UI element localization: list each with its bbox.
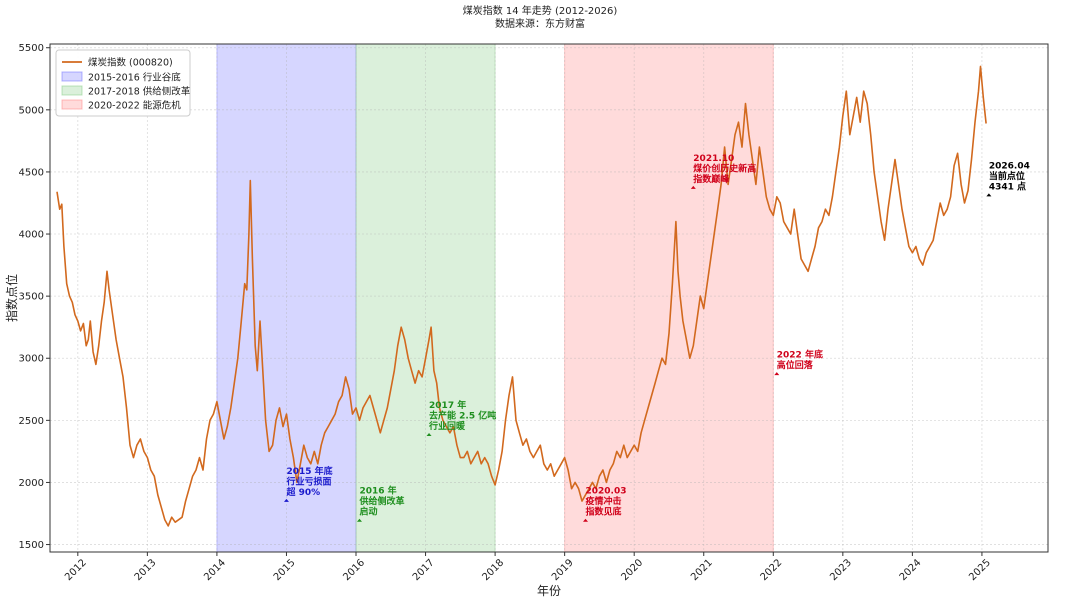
- annotation-text: 启动: [359, 506, 377, 518]
- x-tick-label: 2021: [689, 557, 715, 583]
- annotation-text: 2017 年: [429, 399, 466, 411]
- annotation-arrow: [986, 193, 992, 197]
- y-tick-label: 2000: [19, 478, 44, 489]
- annotation-text: 煤价创历史新高: [693, 162, 756, 174]
- x-tick-label: 2017: [411, 557, 437, 583]
- annotation-text: 4341 点: [989, 180, 1026, 192]
- annotation-text: 疫情冲击: [586, 495, 622, 507]
- annotation-arrow: [283, 498, 289, 502]
- annotation-text: 高位回落: [777, 359, 814, 371]
- annotation-text: 2016 年: [359, 485, 396, 497]
- annotation-text: 指数巅峰: [693, 173, 730, 185]
- annotation-arrow: [356, 518, 362, 522]
- legend-swatch-patch: [61, 99, 83, 110]
- annotation-arrow: [426, 433, 432, 437]
- plot-frame: [49, 43, 1049, 553]
- x-tick-label: 2018: [480, 557, 506, 583]
- y-tick-label: 3500: [19, 292, 44, 303]
- legend-box: [55, 49, 191, 117]
- plot-area: [50, 44, 1048, 552]
- annotation-text: 2020.03: [586, 487, 627, 497]
- annotation-text: 去产能 2.5 亿吨: [429, 410, 496, 422]
- y-tick-label: 5500: [19, 43, 44, 54]
- annotation-text: 2026.04: [989, 161, 1030, 171]
- y-tick-label: 1500: [19, 540, 44, 551]
- legend-label: 2020-2022 能源危机: [88, 100, 181, 112]
- y-tick-label: 5000: [19, 105, 44, 116]
- x-tick-label: 2014: [202, 557, 228, 583]
- y-axis-label: 指数点位: [4, 274, 19, 322]
- legend-label: 2015-2016 行业谷底: [88, 72, 181, 84]
- annotation-text: 当前点位: [989, 170, 1025, 182]
- y-tick-label: 2500: [19, 416, 44, 427]
- x-tick-label: 2019: [550, 557, 576, 583]
- x-tick-label: 2025: [967, 557, 993, 583]
- chart-title: 煤炭指数 14 年走势 (2012-2026): [463, 4, 618, 17]
- shaded-period-2: [564, 43, 774, 553]
- annotation-text: 超 90%: [285, 486, 320, 498]
- annotation-text: 供给侧改革: [358, 495, 404, 507]
- y-tick-label: 4500: [19, 167, 44, 178]
- x-tick-label: 2022: [759, 557, 785, 583]
- x-tick-label: 2023: [828, 557, 854, 583]
- shaded-period-1: [355, 43, 496, 553]
- annotation-text: 行业回暖: [428, 420, 466, 432]
- annotation-arrow: [774, 372, 780, 376]
- legend-swatch-patch: [61, 85, 83, 96]
- x-tick-label: 2016: [341, 557, 367, 583]
- annotation-text: 指数见底: [586, 506, 622, 518]
- series-line: [56, 65, 987, 527]
- x-tick-label: 2020: [620, 557, 646, 583]
- x-tick-label: 2024: [898, 557, 924, 583]
- annotation-text: 2015 年底: [286, 465, 332, 477]
- legend-label: 煤炭指数 (000820): [88, 57, 173, 69]
- shaded-period-0: [216, 43, 357, 553]
- annotation-text: 行业亏损面: [285, 475, 331, 487]
- x-tick-label: 2013: [133, 557, 159, 583]
- annotation-arrow: [690, 185, 696, 189]
- y-tick-label: 4000: [19, 230, 44, 241]
- y-tick-label: 3000: [19, 354, 44, 365]
- legend-label: 2017-2018 供给侧改革: [88, 86, 191, 98]
- x-tick-label: 2012: [63, 557, 89, 583]
- legend-swatch-patch: [61, 71, 83, 82]
- x-axis-label: 年份: [537, 584, 561, 598]
- annotation-text: 2021.10: [693, 154, 734, 164]
- annotation-arrow: [583, 518, 589, 522]
- x-tick-label: 2015: [272, 557, 298, 583]
- annotation-text: 2022 年底: [777, 349, 823, 361]
- chart-subtitle: 数据来源：东方财富: [495, 17, 585, 30]
